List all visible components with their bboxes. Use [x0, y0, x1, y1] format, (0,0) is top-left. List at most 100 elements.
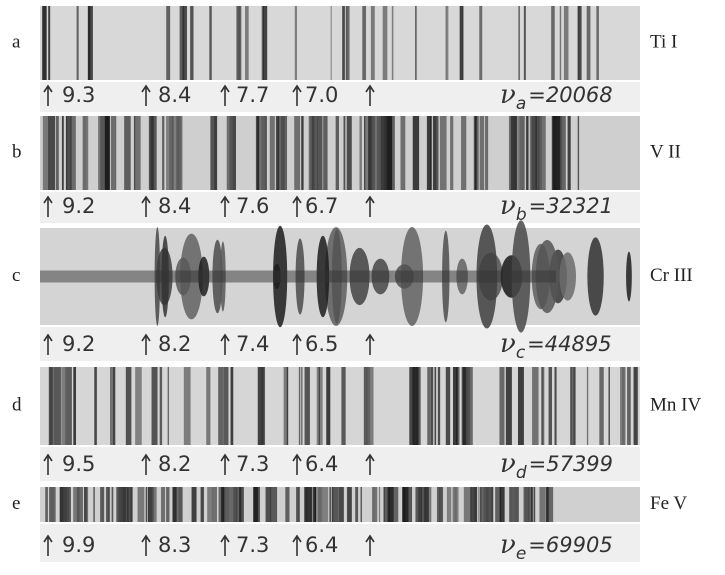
frequency-value: 20068	[546, 83, 613, 107]
spectral-line	[223, 487, 228, 522]
spectral-line	[540, 116, 546, 190]
equals: =	[528, 533, 546, 557]
spectral-line	[511, 116, 518, 190]
spectral-line	[491, 487, 493, 522]
spectral-line	[347, 6, 350, 80]
spectral-line	[499, 487, 504, 522]
spectral-line	[313, 487, 317, 522]
panel-letter: d	[12, 394, 22, 415]
spectral-line	[418, 487, 421, 522]
spectral-line	[383, 487, 387, 522]
element-label: V II	[650, 141, 681, 162]
spectral-line	[367, 367, 373, 445]
spectral-line	[100, 487, 104, 522]
spectral-line	[393, 487, 398, 522]
spectral-line	[599, 367, 603, 445]
spectral-line	[596, 6, 599, 80]
spectral-line	[568, 116, 571, 190]
spectral-line	[112, 487, 114, 522]
spectral-line	[49, 487, 56, 522]
equals: =	[528, 83, 546, 107]
spectral-line	[237, 6, 240, 80]
mark-label: 6.7	[305, 194, 338, 218]
mark-label: 9.2	[62, 194, 95, 218]
spectral-line	[206, 367, 210, 445]
spectral-line	[460, 6, 464, 80]
spectral-line	[239, 487, 241, 522]
spectral-line	[450, 116, 453, 190]
spectral-line	[531, 116, 537, 190]
equals: =	[529, 194, 547, 218]
spectral-line	[209, 6, 211, 80]
spectral-line	[509, 487, 513, 522]
spectral-line	[479, 6, 482, 80]
mark-label: 7.0	[305, 83, 338, 107]
mark-label: 6.5	[305, 332, 338, 356]
spectral-line	[542, 367, 545, 445]
mark-label: 8.2	[158, 332, 191, 356]
spectral-line	[166, 116, 172, 190]
spectral-line	[341, 367, 345, 445]
spectral-line	[627, 367, 631, 445]
spectral-line	[518, 367, 524, 445]
spectral-line	[323, 116, 327, 190]
spectral-line	[383, 6, 388, 80]
spectral-line	[123, 487, 128, 522]
nu-symbol: ν	[500, 530, 516, 560]
spectral-line	[95, 367, 96, 445]
spectral-line	[294, 116, 300, 190]
spectral-line	[270, 487, 277, 522]
spectral-line	[106, 487, 109, 522]
spectral-line	[440, 116, 447, 190]
spectral-line	[305, 367, 309, 445]
spectral-line	[553, 116, 560, 190]
spectral-line	[519, 116, 525, 190]
spectral-line	[446, 6, 449, 80]
spectral-line	[259, 116, 265, 190]
spectral-line	[559, 252, 576, 300]
spectral-line	[339, 487, 344, 522]
spectral-line	[431, 367, 433, 445]
spectral-line	[317, 116, 322, 190]
spectral-line	[212, 487, 217, 522]
spectral-line	[108, 116, 109, 190]
spectral-line	[371, 6, 375, 80]
spectral-line	[135, 116, 141, 190]
spectral-line	[392, 6, 394, 80]
figure: aTi I9.38.47.77.0νa=20068bV II9.28.47.66…	[0, 0, 725, 575]
spectral-line	[538, 116, 539, 190]
spectral-line	[60, 487, 64, 522]
spectral-line	[270, 116, 275, 190]
spectral-line	[245, 6, 249, 80]
spectral-line	[213, 116, 217, 190]
spectral-line	[287, 367, 288, 445]
spectral-line	[348, 487, 352, 522]
spectral-line	[124, 116, 131, 190]
spectral-line	[146, 487, 147, 522]
spectral-line	[98, 116, 104, 190]
spectral-line	[207, 487, 212, 522]
spectral-line	[400, 116, 405, 190]
spectral-line	[48, 116, 55, 190]
spectral-line	[43, 116, 49, 190]
spectral-line	[532, 367, 538, 445]
spectral-line	[48, 6, 50, 80]
spectral-line	[331, 6, 332, 80]
spectral-line	[438, 367, 440, 445]
spectral-line	[113, 367, 115, 445]
spectral-line	[231, 367, 234, 445]
spectral-line	[93, 487, 94, 522]
spectral-line	[547, 487, 549, 522]
equals: =	[529, 452, 547, 476]
nu-subscript: d	[516, 463, 527, 483]
spectral-line	[551, 6, 555, 80]
panel-letter: e	[12, 493, 20, 514]
spectral-line	[295, 6, 297, 80]
spectral-line	[178, 487, 182, 522]
spectral-line	[564, 6, 569, 80]
spectral-line	[560, 6, 561, 80]
mark-label: 6.4	[305, 533, 338, 557]
spectral-line	[114, 116, 116, 190]
spectral-line	[360, 116, 362, 190]
spectral-line	[266, 487, 272, 522]
